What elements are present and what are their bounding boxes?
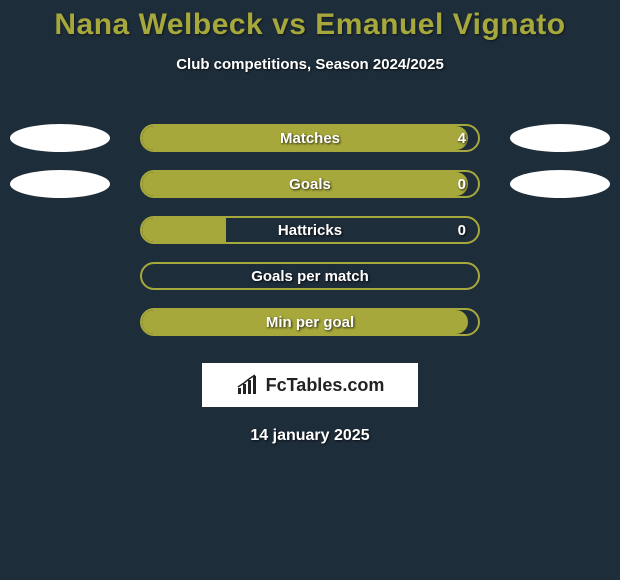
chart-icon xyxy=(236,374,262,396)
page-title: Nana Welbeck vs Emanuel Vignato xyxy=(0,8,620,42)
comparison-card: Nana Welbeck vs Emanuel Vignato Club com… xyxy=(0,0,620,445)
stat-bar: Goals0 xyxy=(140,170,480,198)
logo-badge: FcTables.com xyxy=(202,363,418,407)
right-ellipse xyxy=(510,216,610,244)
stat-bar: Hattricks0 xyxy=(140,216,480,244)
stat-row: Min per goal xyxy=(0,299,620,345)
stat-label: Goals xyxy=(142,176,478,193)
left-ellipse xyxy=(10,170,110,198)
stat-label: Hattricks xyxy=(142,222,478,239)
stat-row: Goals0 xyxy=(0,161,620,207)
stat-label: Matches xyxy=(142,130,478,147)
stat-bar: Min per goal xyxy=(140,308,480,336)
stat-row: Hattricks0 xyxy=(0,207,620,253)
subtitle: Club competitions, Season 2024/2025 xyxy=(0,56,620,73)
stat-row: Goals per match xyxy=(0,253,620,299)
logo-text: FcTables.com xyxy=(266,375,385,396)
left-ellipse xyxy=(10,262,110,290)
left-ellipse xyxy=(10,216,110,244)
stat-rows: Matches4Goals0Hattricks0Goals per matchM… xyxy=(0,115,620,345)
right-ellipse xyxy=(510,170,610,198)
stat-label: Goals per match xyxy=(142,268,478,285)
right-ellipse xyxy=(510,124,610,152)
stat-label: Min per goal xyxy=(142,314,478,331)
stat-bar: Goals per match xyxy=(140,262,480,290)
stat-value: 0 xyxy=(458,176,466,193)
right-ellipse xyxy=(510,308,610,336)
stat-bar: Matches4 xyxy=(140,124,480,152)
right-ellipse xyxy=(510,262,610,290)
stat-row: Matches4 xyxy=(0,115,620,161)
stat-value: 4 xyxy=(458,130,466,147)
stat-value: 0 xyxy=(458,222,466,239)
left-ellipse xyxy=(10,124,110,152)
date: 14 january 2025 xyxy=(0,427,620,445)
left-ellipse xyxy=(10,308,110,336)
